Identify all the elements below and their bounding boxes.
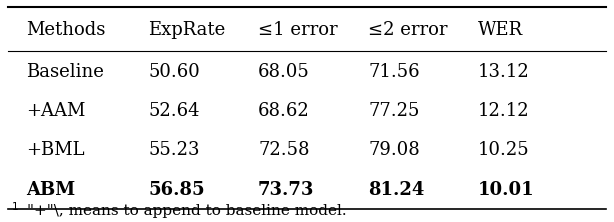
Text: 10.01: 10.01 — [478, 181, 535, 199]
Text: 73.73: 73.73 — [258, 181, 314, 199]
Text: ≤1 error: ≤1 error — [258, 21, 338, 39]
Text: 55.23: 55.23 — [148, 141, 200, 159]
Text: 13.12: 13.12 — [478, 63, 530, 81]
Text: 52.64: 52.64 — [148, 102, 200, 120]
Text: ≤2 error: ≤2 error — [368, 21, 448, 39]
Text: $^1$: $^1$ — [10, 204, 18, 218]
Text: 81.24: 81.24 — [368, 181, 424, 199]
Text: ExpRate: ExpRate — [148, 21, 225, 39]
Text: 77.25: 77.25 — [368, 102, 419, 120]
Text: +BML: +BML — [26, 141, 84, 159]
Text: WER: WER — [478, 21, 523, 39]
Text: Methods: Methods — [26, 21, 105, 39]
Text: 50.60: 50.60 — [148, 63, 200, 81]
Text: 68.62: 68.62 — [258, 102, 310, 120]
Text: ABM: ABM — [26, 181, 75, 199]
Text: 79.08: 79.08 — [368, 141, 420, 159]
Text: +AAM: +AAM — [26, 102, 85, 120]
Text: 72.58: 72.58 — [258, 141, 309, 159]
Text: "+"\, means to append to baseline model.: "+"\, means to append to baseline model. — [27, 204, 347, 218]
Text: 56.85: 56.85 — [148, 181, 204, 199]
Text: 12.12: 12.12 — [478, 102, 530, 120]
Text: 71.56: 71.56 — [368, 63, 420, 81]
Text: 68.05: 68.05 — [258, 63, 310, 81]
Text: 10.25: 10.25 — [478, 141, 530, 159]
Text: Baseline: Baseline — [26, 63, 104, 81]
